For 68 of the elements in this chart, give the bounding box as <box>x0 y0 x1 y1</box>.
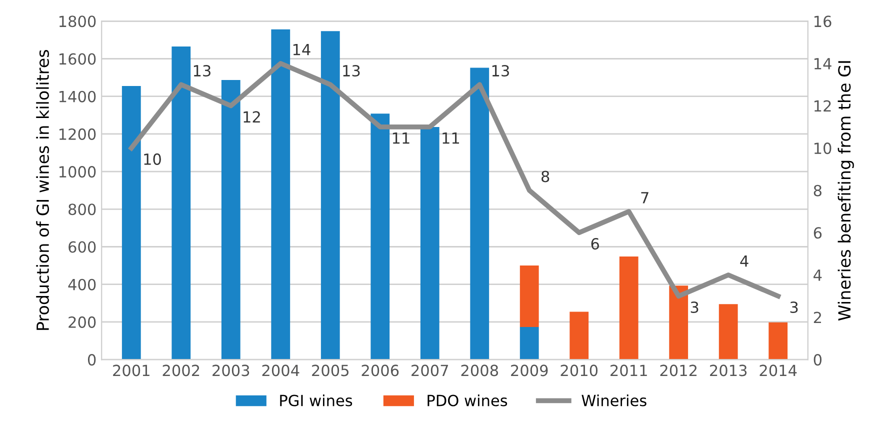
x-tick-label: 2011 <box>610 364 647 376</box>
x-tick-label: 2004 <box>262 364 300 376</box>
x-tick-label: 2010 <box>560 364 598 376</box>
data-label: 6 <box>591 238 599 250</box>
bar <box>420 126 440 360</box>
x-tick-label: 2008 <box>461 364 498 376</box>
legend-label: Wineries <box>582 394 646 406</box>
bar <box>520 266 539 328</box>
y2-tick-label: 16 <box>814 16 832 28</box>
bar <box>370 114 390 360</box>
data-label: 12 <box>244 111 260 122</box>
bar <box>470 68 490 360</box>
bar <box>570 312 589 360</box>
y2-tick-label: 8 <box>814 184 822 196</box>
y-tick-label: 600 <box>68 241 96 253</box>
bar <box>718 304 738 360</box>
y-tick-label: 800 <box>68 204 96 216</box>
y-tick-label: 1000 <box>59 166 96 178</box>
x-tick-label: 2014 <box>760 364 797 376</box>
y2-tick-label: 10 <box>814 142 832 154</box>
bar <box>619 256 638 360</box>
bar <box>320 31 340 360</box>
data-label: 13 <box>492 64 509 77</box>
bar <box>221 80 240 360</box>
x-tick-label: 2009 <box>511 364 548 376</box>
y2-tick-label: 2 <box>814 312 821 324</box>
y-tick-label: 1200 <box>59 128 96 140</box>
data-label: 11 <box>392 132 410 144</box>
y2-tick-label: 0 <box>814 354 822 366</box>
data-label: 10 <box>144 153 161 165</box>
y-tick-label: 0 <box>88 354 96 366</box>
line-series <box>128 61 781 299</box>
x-tick-label: 2013 <box>710 364 747 376</box>
y2-tick-label: 4 <box>814 270 822 281</box>
x-tick-label: 2003 <box>212 364 250 376</box>
y2-tick-label: 6 <box>814 227 822 239</box>
data-label: 13 <box>194 64 210 77</box>
y-axis-title: Production of GI wines in kilolitres <box>36 50 50 330</box>
x-tick-label: 2001 <box>113 364 150 376</box>
y-tick-label: 1800 <box>59 16 96 28</box>
data-label: 3 <box>790 301 798 314</box>
bar <box>669 286 688 360</box>
y2-axis-title: Wineries benefiting from the GI <box>838 61 854 321</box>
y-tick-label: 1400 <box>59 90 96 102</box>
data-label: 4 <box>740 256 748 267</box>
y-tick-label: 1600 <box>59 53 96 65</box>
y2-tick-label: 14 <box>814 58 832 70</box>
data-label: 11 <box>442 132 460 144</box>
bar <box>520 327 539 360</box>
bar <box>122 86 141 360</box>
x-tick-label: 2002 <box>162 364 200 376</box>
data-label: 8 <box>542 170 550 182</box>
y-tick-label: 400 <box>68 278 96 290</box>
y-tick-label: 200 <box>68 316 96 328</box>
data-label: 7 <box>641 192 648 204</box>
legend-label: PGI wines <box>280 394 352 406</box>
x-tick-label: 2006 <box>362 364 399 376</box>
data-label: 14 <box>293 44 310 56</box>
bar <box>271 29 290 360</box>
bar <box>172 46 191 360</box>
y2-tick-label: 12 <box>814 100 831 112</box>
data-label: 13 <box>343 64 360 77</box>
bar <box>768 322 788 360</box>
x-tick-label: 2012 <box>660 364 697 376</box>
x-tick-label: 2005 <box>312 364 348 376</box>
x-tick-label: 2007 <box>412 364 448 376</box>
data-label: 3 <box>690 301 698 314</box>
legend-label: PDO wines <box>428 394 508 406</box>
